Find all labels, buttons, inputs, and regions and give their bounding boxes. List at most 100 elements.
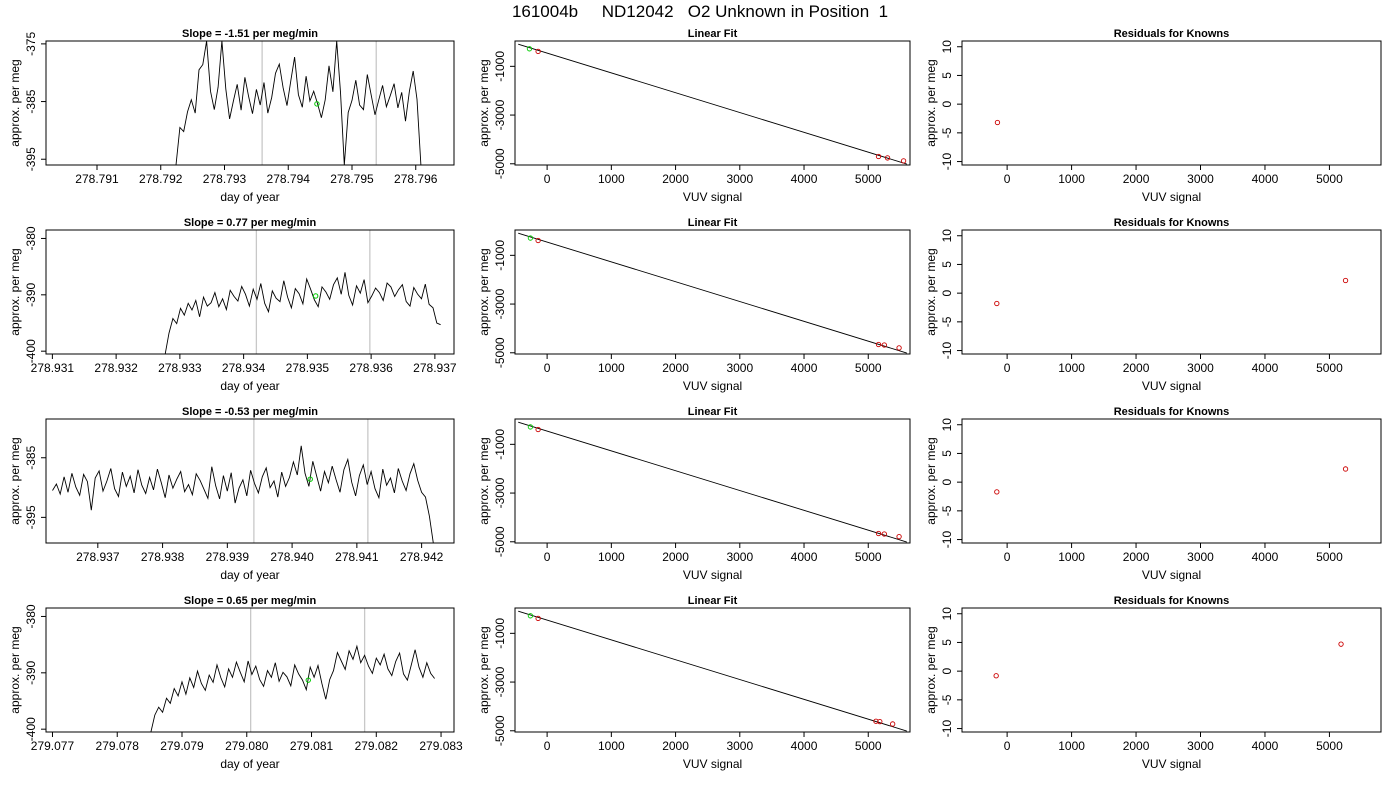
residuals-r3-ytick-label: 0 [940, 478, 954, 485]
fit-r1-panel: Linear Fit 0 1000 2000 3000 4000 5000 -5000 -300… [477, 28, 911, 204]
fit-r3-known-point [875, 530, 882, 537]
residuals-r1-ytick-label: 10 [940, 40, 954, 54]
timeseries-r2-plot-area [164, 272, 441, 354]
fit-r4-known-point [873, 718, 879, 724]
residuals-r3-ytick-label: -5 [940, 505, 954, 516]
residuals-r2-title: Residuals for Knowns [1114, 217, 1230, 229]
fit-r1-fit-line [518, 43, 907, 165]
residuals-r4-plot-area [993, 641, 1344, 679]
fit-r4-ylabel: approx. per meg [477, 626, 491, 713]
fit-r4-ytick-label: -1000 [493, 618, 507, 649]
residuals-r4-ytick-label: -10 [940, 720, 954, 738]
timeseries-r3-plot-area [52, 445, 434, 543]
fit-r3-xtick-label: 1000 [598, 550, 625, 564]
residuals-r2-ytick-label: -5 [940, 316, 954, 327]
fit-r4-unknown-point [527, 613, 534, 619]
timeseries-r3-frame [45, 418, 455, 544]
timeseries-r1-plot-area [175, 41, 422, 165]
residuals-r2-panel: Residuals for Knowns 0 1000 2000 3000 4000 500… [924, 217, 1382, 393]
timeseries-r4-series-line [150, 644, 435, 732]
residuals-r4-xtick-label: 1000 [1058, 739, 1085, 753]
timeseries-r4-panel: Slope = 0.65 per meg/min 279.077 279.078 27… [8, 595, 463, 771]
fit-r3-xtick-label: 3000 [726, 550, 753, 564]
fit-r1-xtick-label: 5000 [855, 172, 882, 186]
timeseries-r1-ylabel: approx. per meg [8, 59, 22, 146]
residuals-r3-ylabel: approx. per meg [924, 437, 938, 524]
residuals-r1-xtick-label: 4000 [1252, 172, 1279, 186]
timeseries-r4-xtick-label: 279.079 [160, 739, 204, 753]
residuals-r2-frame [961, 229, 1382, 355]
timeseries-r4-xtick-label: 279.081 [290, 739, 334, 753]
timeseries-r1-ytick-label: -395 [24, 147, 38, 171]
residuals-r1-xlabel: VUV signal [1142, 190, 1201, 204]
residuals-r3-xtick-label: 5000 [1316, 550, 1343, 564]
fit-r2-frame [514, 229, 911, 355]
fit-r4-xtick-label: 4000 [791, 739, 818, 753]
fit-r3-ylabel: approx. per meg [477, 437, 491, 524]
fit-r2-xtick-label: 5000 [855, 361, 882, 375]
fit-r1-title: Linear Fit [688, 28, 738, 40]
residuals-r4-frame [961, 607, 1382, 733]
timeseries-r2-xtick-label: 278.937 [413, 361, 457, 375]
fit-r4-xlabel: VUV signal [683, 757, 742, 771]
timeseries-r2-ytick-label: -380 [24, 226, 38, 250]
timeseries-r4-xtick-label: 279.080 [225, 739, 269, 753]
fit-r2-known-point [881, 342, 887, 348]
timeseries-r3-xtick-label: 278.942 [400, 550, 444, 564]
timeseries-r4-ylabel: approx. per meg [8, 626, 22, 713]
timeseries-r1-xtick-label: 278.792 [139, 172, 183, 186]
timeseries-r4-xtick-label: 279.078 [96, 739, 140, 753]
residuals-r3-plot-area [994, 466, 1349, 495]
fit-r2-ytick-label: -5000 [493, 337, 507, 368]
timeseries-r4-xlabel: day of year [220, 757, 279, 771]
fit-r4-frame [514, 607, 911, 733]
timeseries-r1-title: Slope = -1.51 per meg/min [182, 28, 318, 40]
residuals-r2-xtick-label: 4000 [1252, 361, 1279, 375]
timeseries-r4-xtick-label: 279.082 [355, 739, 399, 753]
residuals-r2-residual-point [1342, 277, 1349, 284]
fit-r2-xtick-label: 0 [544, 361, 551, 375]
residuals-r3-xtick-label: 3000 [1187, 550, 1214, 564]
timeseries-r2-xtick-label: 278.934 [222, 361, 266, 375]
residuals-r1-residual-point [994, 119, 1001, 126]
fit-r4-fit-line [518, 610, 907, 732]
timeseries-r3-xlabel: day of year [220, 568, 279, 582]
fit-r2-ytick-label: -1000 [493, 240, 507, 271]
fit-r4-xtick-label: 5000 [855, 739, 882, 753]
residuals-r4-ytick-label: 5 [940, 639, 954, 646]
timeseries-r4-ytick-label: -400 [24, 717, 38, 741]
timeseries-r1-ytick-label: -375 [24, 32, 38, 56]
fit-r3-xlabel: VUV signal [683, 568, 742, 582]
timeseries-r3-xtick-label: 278.937 [76, 550, 120, 564]
fit-r1-ytick-label: -3000 [493, 99, 507, 130]
fit-r2-xlabel: VUV signal [683, 379, 742, 393]
timeseries-r1-xtick-label: 278.795 [330, 172, 374, 186]
fit-r3-xtick-label: 4000 [791, 550, 818, 564]
timeseries-r4-unknown-marker [305, 677, 311, 683]
residuals-r1-plot-area [994, 119, 1001, 126]
timeseries-r2-xtick-label: 278.936 [349, 361, 393, 375]
timeseries-r2-ylabel: approx. per meg [8, 248, 22, 335]
fit-r2-known-point [535, 237, 541, 244]
residuals-r4-residual-point [993, 673, 999, 679]
fit-r1-ylabel: approx. per meg [477, 59, 491, 146]
residuals-r3-residual-point [994, 489, 1000, 495]
fit-r1-xtick-label: 0 [544, 172, 551, 186]
residuals-r1-xtick-label: 2000 [1123, 172, 1150, 186]
fit-r2-known-point [896, 345, 902, 351]
fit-r1-ytick-label: -5000 [493, 148, 507, 179]
residuals-r3-ytick-label: 5 [940, 450, 954, 457]
fit-r3-title: Linear Fit [688, 406, 738, 418]
residuals-r2-ytick-label: -10 [940, 342, 954, 360]
residuals-r1-ytick-label: -5 [940, 127, 954, 138]
timeseries-r3-xtick-label: 278.941 [335, 550, 379, 564]
fit-r1-unknown-point [526, 46, 533, 52]
residuals-r1-ytick-label: -10 [940, 153, 954, 171]
timeseries-r4-frame [45, 607, 455, 733]
timeseries-r2-unknown-marker [312, 293, 319, 299]
residuals-r2-residual-point [994, 300, 1000, 307]
residuals-r2-xtick-label: 5000 [1316, 361, 1343, 375]
residuals-r1-title: Residuals for Knowns [1114, 28, 1230, 40]
timeseries-r3-xtick-label: 278.939 [206, 550, 250, 564]
